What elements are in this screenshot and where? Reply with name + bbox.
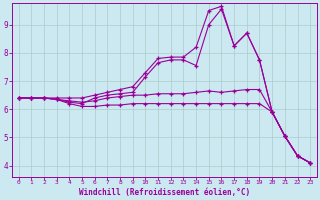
X-axis label: Windchill (Refroidissement éolien,°C): Windchill (Refroidissement éolien,°C) <box>79 188 250 197</box>
